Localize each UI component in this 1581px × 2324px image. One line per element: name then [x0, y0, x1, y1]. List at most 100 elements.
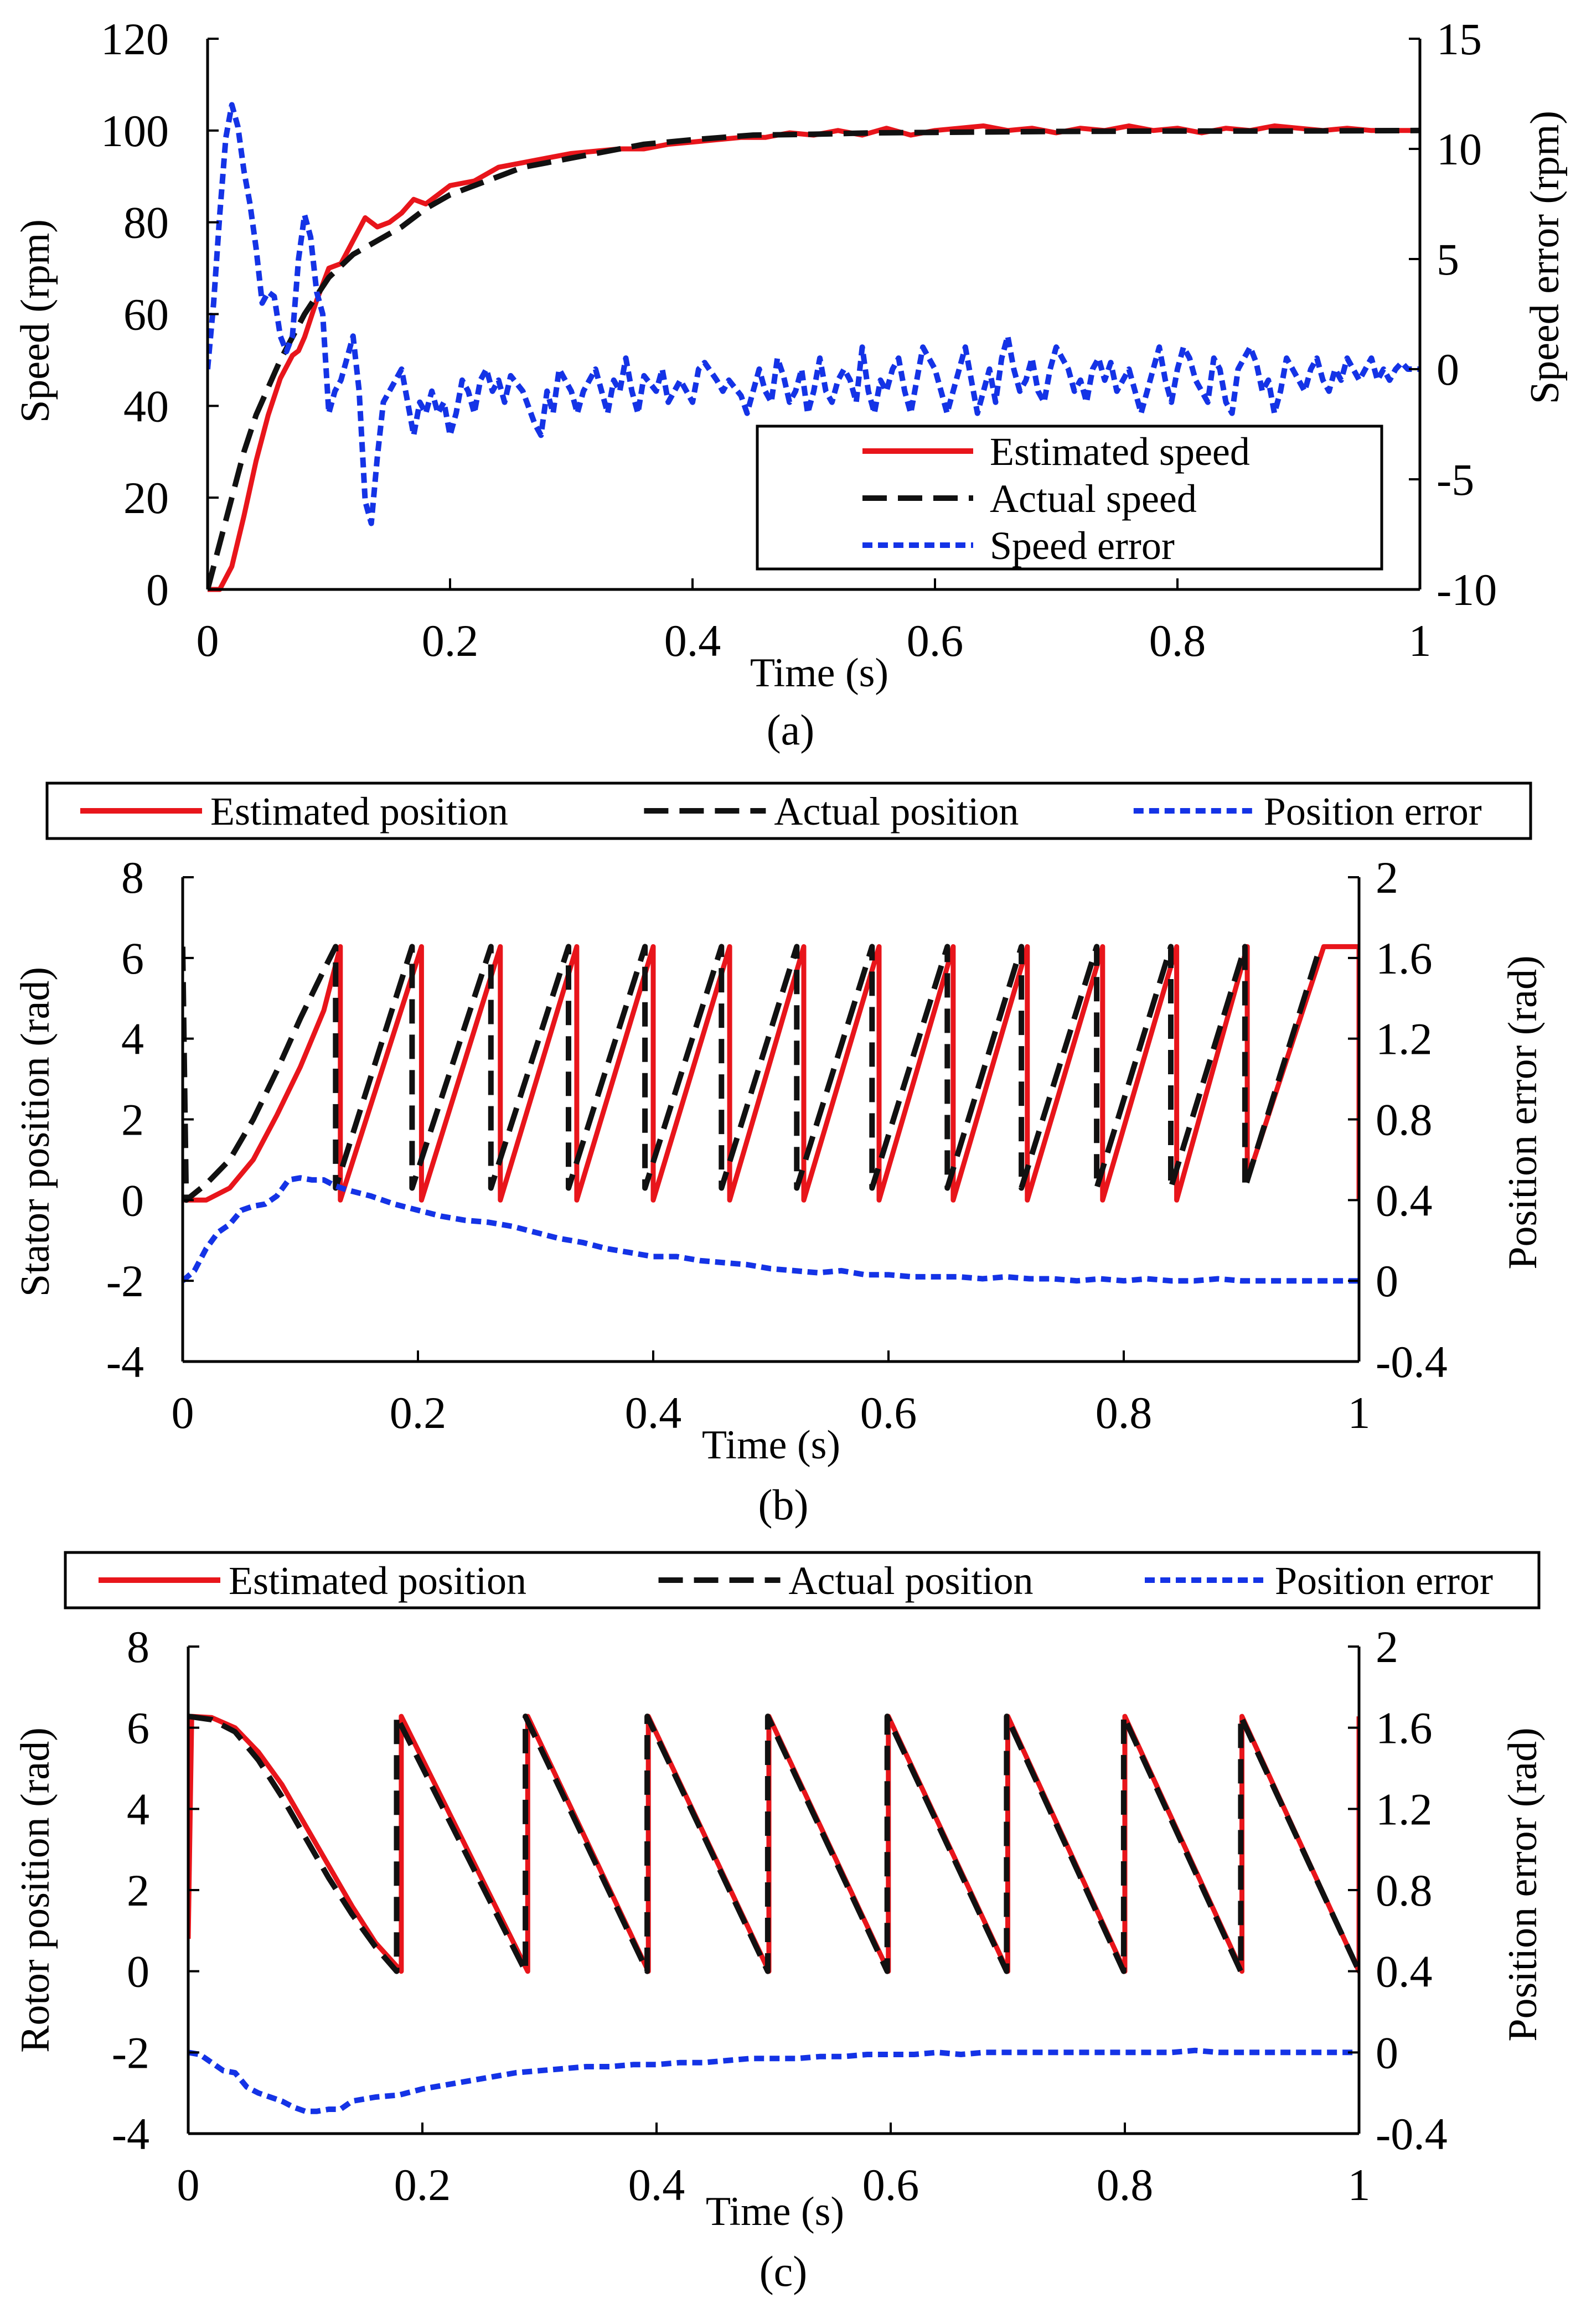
y2-tick-label: 1.2 — [1376, 1014, 1433, 1064]
series-line-estimated-position — [183, 944, 1359, 1203]
panel-caption: (b) — [758, 1481, 809, 1529]
y-tick-label: 2 — [121, 1095, 144, 1145]
x-tick-label: 1 — [1348, 1388, 1371, 1438]
x-tick-label: 0 — [177, 2160, 200, 2210]
series-line-position-error — [188, 2047, 1359, 2114]
y-tick-label: 120 — [101, 14, 169, 64]
y2-tick-label: 15 — [1437, 14, 1482, 64]
x-axis-label: Time (s) — [750, 650, 888, 696]
y-tick-label: 80 — [123, 198, 169, 248]
y-tick-label: 20 — [123, 473, 169, 523]
y2-tick-label: 2 — [1376, 852, 1398, 903]
y-tick-label: 0 — [121, 1175, 144, 1225]
x-tick-label: 0.6 — [860, 1388, 917, 1438]
x-tick-label: 1 — [1348, 2160, 1371, 2210]
x-tick-label: 0.4 — [625, 1388, 682, 1438]
y2-tick-label: 0 — [1437, 344, 1459, 395]
y2-tick-label: 0 — [1376, 2027, 1398, 2078]
y-tick-label: 2 — [127, 1865, 149, 1916]
legend: Estimated position Actual position Positio… — [64, 1551, 1541, 1609]
y-tick-label: 60 — [123, 289, 169, 340]
chart-b: 0 0.2 0.4 0.6 0.8 1 -4 -2 0 2 4 6 8 -0.4 0 0.4 0.8 1.2 1.6… — [13, 781, 1546, 1529]
y-tick-label: 0 — [146, 565, 169, 615]
legend-box — [756, 425, 1383, 571]
y-tick-label: 40 — [123, 381, 169, 431]
chart-c: 0 0.2 0.4 0.6 0.8 1 -4 -2 0 2 4 6 8 -0.4 0 0.4 0.8 1.2 1.6… — [13, 1551, 1546, 2295]
y-tick-label: 0 — [127, 1947, 149, 1997]
y-tick-label: -2 — [112, 2027, 149, 2078]
y-axis-label: Rotor position (rad) — [13, 1727, 58, 2053]
series-group — [183, 944, 1359, 1284]
legend: Estimated position Actual position Positio… — [45, 781, 1532, 840]
panel-caption: (a) — [767, 706, 815, 754]
x-tick-label: 0.4 — [664, 615, 721, 666]
y-tick-label: -4 — [106, 1337, 144, 1387]
legend-label: Estimated position — [229, 1559, 526, 1603]
y-axis-label: Stator position (rad) — [13, 967, 58, 1297]
y-tick-label: 8 — [121, 852, 144, 903]
x-tick-label: 1 — [1409, 615, 1432, 666]
series-line-actual-speed — [208, 127, 1420, 591]
y-tick-label: 4 — [127, 1784, 149, 1834]
y2-tick-label: 0.4 — [1376, 1947, 1433, 1997]
panel-caption: (c) — [760, 2247, 808, 2295]
x-tick-label: 0.2 — [422, 615, 479, 666]
y2-axis-label: Speed error (rpm) — [1522, 111, 1568, 404]
series-line-actual-position — [188, 1714, 1359, 1974]
legend-label: Position error — [1275, 1559, 1493, 1603]
y2-tick-label: 10 — [1437, 124, 1482, 174]
y-tick-label: 4 — [121, 1014, 144, 1064]
y2-axis-label: Position error (rad) — [1500, 955, 1546, 1269]
legend-box — [45, 781, 1532, 840]
x-tick-label: 0.6 — [907, 615, 964, 666]
legend-label: Actual position — [789, 1559, 1034, 1603]
y2-tick-label: 2 — [1376, 1622, 1398, 1672]
legend-label: Estimated position — [210, 789, 508, 834]
x-tick-label: 0.4 — [628, 2160, 685, 2210]
x-tick-label: 0 — [197, 615, 219, 666]
legend-label: Actual position — [774, 789, 1019, 834]
y-tick-label: 8 — [127, 1622, 149, 1672]
y2-tick-label: 1.6 — [1376, 1703, 1433, 1753]
y-tick-label: -2 — [106, 1256, 144, 1306]
legend-label: Position error — [1264, 789, 1482, 834]
y2-tick-label: 1.2 — [1376, 1784, 1433, 1834]
legend-box — [64, 1551, 1541, 1609]
y2-tick-label: -5 — [1437, 454, 1474, 505]
legend-label: Actual speed — [990, 477, 1197, 521]
series-line-speed-error — [208, 102, 1420, 526]
y2-tick-label: 0.8 — [1376, 1865, 1433, 1916]
y2-tick-label: -10 — [1437, 565, 1497, 615]
y-tick-label: 100 — [101, 106, 169, 156]
y2-tick-label: -0.4 — [1376, 1337, 1448, 1387]
x-tick-label: 0 — [172, 1388, 194, 1438]
y-axis-label: Speed (rpm) — [13, 219, 58, 423]
x-axis-label: Time (s) — [702, 1422, 840, 1468]
x-tick-label: 0.6 — [862, 2160, 919, 2210]
y2-tick-label: 0.8 — [1376, 1095, 1433, 1145]
legend-label: Estimated speed — [990, 429, 1250, 474]
x-tick-label: 0.2 — [390, 1388, 447, 1438]
y2-tick-label: -0.4 — [1376, 2109, 1448, 2159]
legend-label: Speed error — [990, 524, 1175, 568]
y-tick-label: 6 — [121, 933, 144, 984]
y-tick-label: -4 — [112, 2109, 149, 2159]
x-axis-label: Time (s) — [706, 2189, 844, 2234]
y-tick-label: 6 — [127, 1703, 149, 1753]
series-group — [188, 1714, 1359, 2114]
chart-a: 0 0.2 0.4 0.6 0.8 1020406080100120-10-5051015… — [13, 14, 1568, 754]
series-line-position-error — [183, 1175, 1359, 1284]
y2-tick-label: 1.6 — [1376, 933, 1433, 984]
series-line-actual-position — [183, 944, 1323, 1203]
y2-tick-label: 0 — [1376, 1256, 1398, 1306]
x-tick-label: 0.2 — [394, 2160, 451, 2210]
series-group — [208, 102, 1420, 592]
x-tick-label: 0.8 — [1149, 615, 1206, 666]
x-tick-label: 0.8 — [1096, 1388, 1153, 1438]
x-tick-label: 0.8 — [1097, 2160, 1154, 2210]
y2-tick-label: 0.4 — [1376, 1175, 1433, 1225]
y2-axis-label: Position error (rad) — [1500, 1727, 1546, 2041]
y2-tick-label: 5 — [1437, 234, 1459, 284]
